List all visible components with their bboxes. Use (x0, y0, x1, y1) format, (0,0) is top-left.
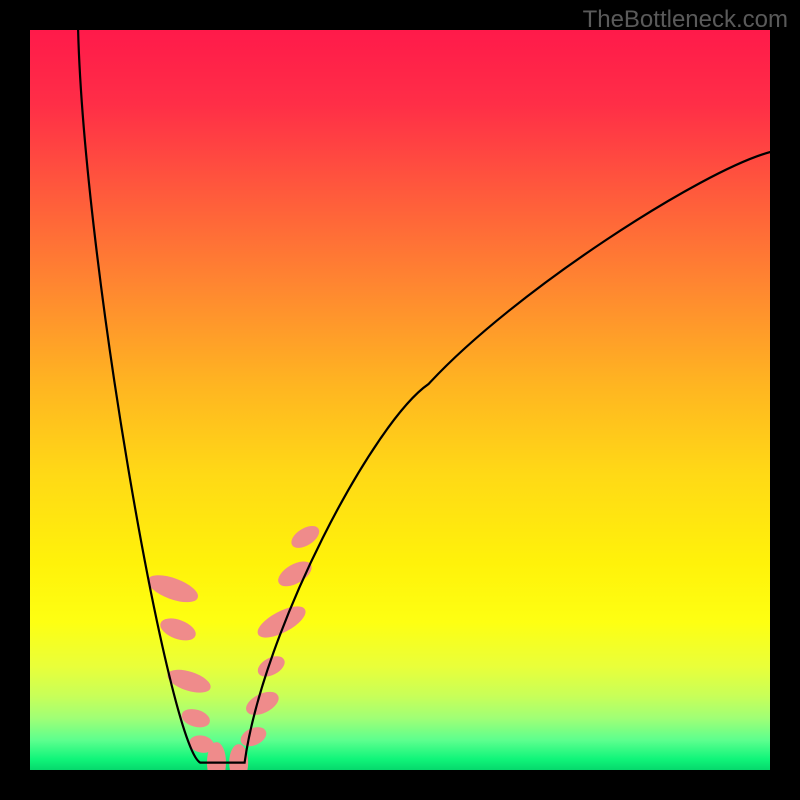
chart-gradient-bg (30, 30, 770, 770)
watermark-text: TheBottleneck.com (583, 6, 788, 34)
bottleneck-curve-chart (0, 0, 800, 800)
chart-container: TheBottleneck.com (0, 0, 800, 800)
